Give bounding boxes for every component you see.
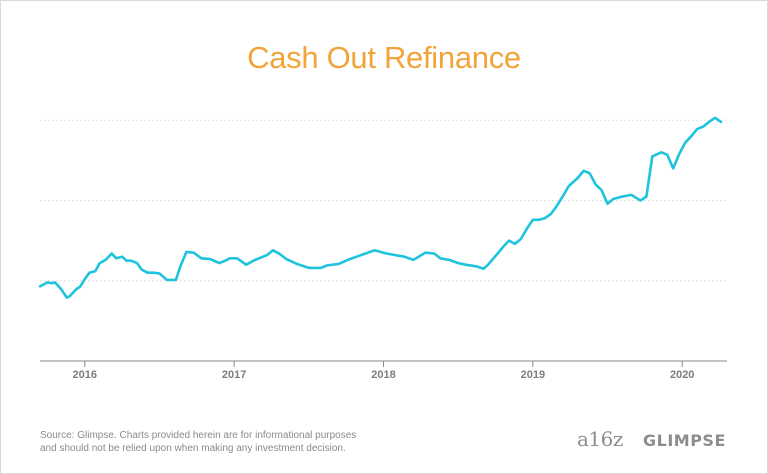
glimpse-logo: GLIMPSE [643, 431, 726, 450]
x-tick-label: 2019 [521, 369, 545, 381]
x-axis: 2016 2017 2018 2019 2020 [40, 360, 727, 381]
source-note: Source: Glimpse. Charts provided herein … [40, 429, 380, 455]
a16z-logo: a16z [577, 427, 623, 451]
x-tick-label: 2017 [222, 369, 246, 381]
x-tick-label: 2018 [371, 369, 395, 381]
x-tick-label: 2020 [670, 369, 694, 381]
x-tick-label: 2016 [73, 369, 97, 381]
series-layer [38, 116, 723, 299]
source-line-2: and should not be relied upon when makin… [40, 443, 346, 454]
source-line-1: Source: Glimpse. Charts provided herein … [40, 430, 357, 441]
series-line [38, 116, 723, 299]
grid-lines [40, 119, 727, 282]
chart-title: Cash Out Refinance [247, 40, 521, 75]
